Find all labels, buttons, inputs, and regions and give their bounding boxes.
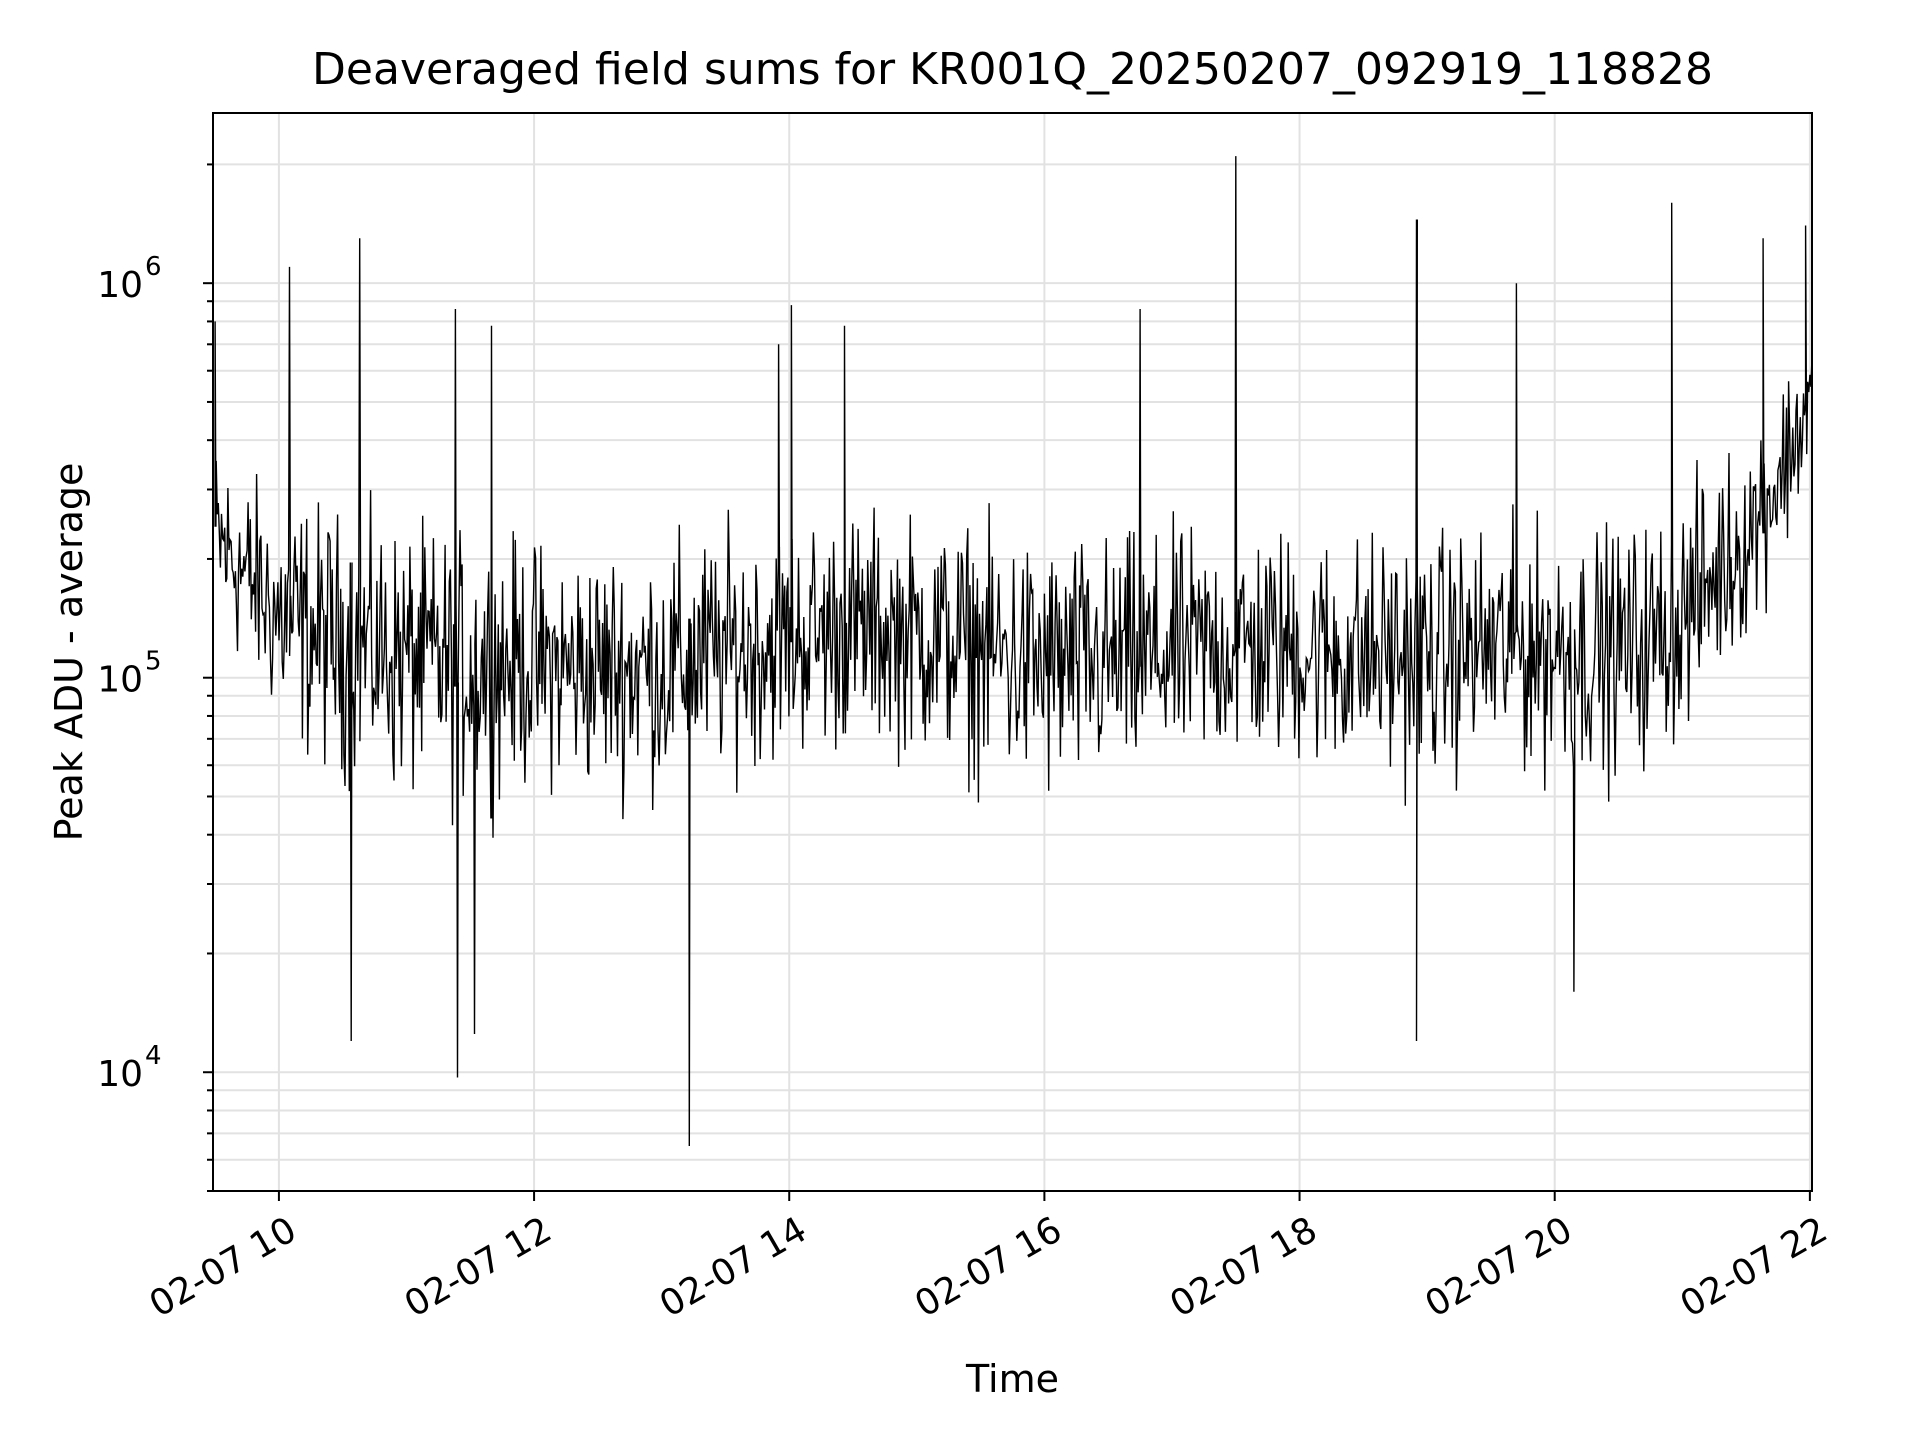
y-axis-label: Peak ADU - average — [47, 463, 91, 842]
chart-title: Deaveraged field sums for KR001Q_2025020… — [312, 44, 1713, 95]
y-tick-exponent: 4 — [145, 1041, 162, 1071]
series-line — [214, 156, 1813, 1147]
y-tick-exponent: 6 — [145, 252, 162, 282]
y-tick-exponent: 5 — [145, 647, 162, 677]
y-tick-label: 10 — [97, 265, 143, 306]
plot-frame — [212, 112, 1813, 1192]
data-series — [214, 156, 1813, 1147]
x-axis-label: Time — [965, 1357, 1059, 1401]
y-tick-label: 10 — [97, 1054, 143, 1095]
y-tick-label: 10 — [97, 660, 143, 701]
